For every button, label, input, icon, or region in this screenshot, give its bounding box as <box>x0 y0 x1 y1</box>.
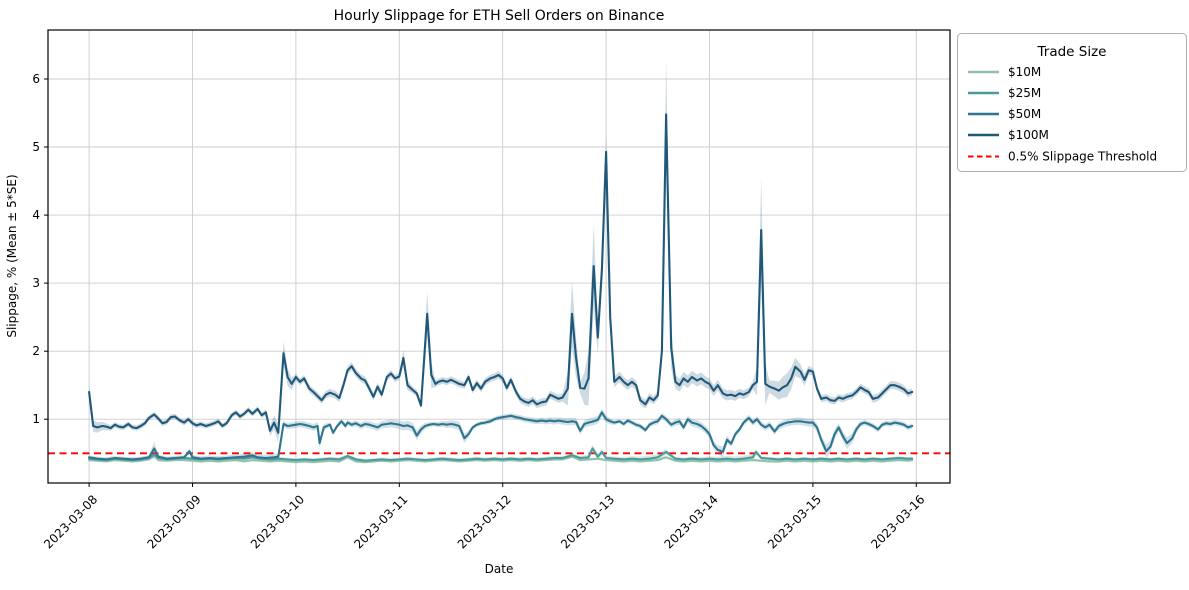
x-tick-labels: 2023-03-08 2023-03-09 2023-03-10 2023-03-11… <box>41 492 927 551</box>
x-tick-label: 2023-03-13 <box>558 492 617 551</box>
y-tick-label: 4 <box>32 208 40 222</box>
legend: Trade Size $10M $25M $50M $100M 0.5% Slippag… <box>957 33 1187 172</box>
x-tick-label: 2023-03-09 <box>145 492 204 551</box>
plot-border <box>47 29 951 484</box>
x-axis-label: Date <box>485 562 514 576</box>
y-tick-label: 1 <box>32 412 40 426</box>
series-line-$100M <box>88 113 914 434</box>
x-tick-label: 2023-03-14 <box>662 492 721 551</box>
legend-item-label: $10M <box>1008 65 1041 79</box>
axis-tick-marks <box>44 78 917 487</box>
legend-items: $10M $25M $50M $100M 0.5% Slippage Threshold <box>968 65 1157 164</box>
y-tick-labels: 1 2 3 4 5 6 <box>32 72 40 426</box>
y-tick-label: 6 <box>32 72 40 86</box>
chart-title: Hourly Slippage for ETH Sell Orders on B… <box>334 8 665 24</box>
x-tick-label: 2023-03-16 <box>868 492 927 551</box>
confidence-band-$50M <box>89 408 913 462</box>
legend-box <box>957 33 1187 172</box>
legend-title: Trade Size <box>1037 44 1107 60</box>
y-tick-label: 3 <box>32 276 40 290</box>
grid-lines <box>48 30 950 483</box>
x-tick-label: 2023-03-08 <box>41 492 100 551</box>
series-line-$50M <box>88 411 914 461</box>
series-lines <box>88 113 914 464</box>
legend-item-label: 0.5% Slippage Threshold <box>1008 150 1157 164</box>
y-tick-label: 5 <box>32 140 40 154</box>
y-axis-label: Slippage, % (Mean ± 5*SE) <box>5 174 19 337</box>
y-tick-label: 2 <box>32 344 40 358</box>
legend-item-label: $100M <box>1008 128 1049 142</box>
legend-item-label: $25M <box>1008 86 1041 100</box>
confidence-band-$100M <box>89 58 913 442</box>
confidence-bands <box>89 58 913 464</box>
legend-item-label: $50M <box>1008 107 1041 121</box>
x-tick-label: 2023-03-10 <box>248 492 307 551</box>
x-tick-label: 2023-03-11 <box>351 492 410 551</box>
series-line-$10M <box>88 454 914 464</box>
x-tick-label: 2023-03-15 <box>765 492 824 551</box>
x-tick-label: 2023-03-12 <box>455 492 514 551</box>
